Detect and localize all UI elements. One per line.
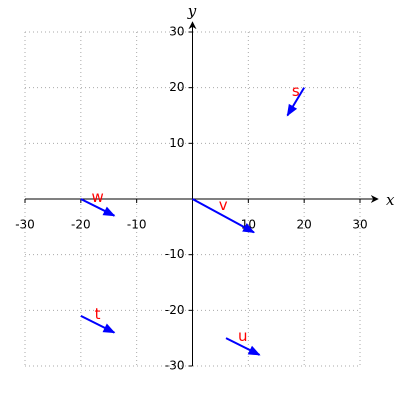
y-tick-label: 30: [169, 25, 184, 39]
vector-arrow: [192, 198, 255, 234]
vector-label: u: [238, 327, 248, 345]
y-tick-label: 10: [169, 136, 184, 150]
y-tick-label: -20: [165, 303, 185, 317]
vector-arrow: [80, 198, 116, 217]
x-tick-label: 20: [297, 218, 312, 232]
x-tick-label: -20: [71, 218, 91, 232]
vector-arrow: [225, 337, 261, 356]
y-tick-label: 20: [169, 80, 184, 94]
vector-arrow: [286, 87, 306, 117]
x-tick-label: 30: [352, 218, 367, 232]
y-tick-label: -30: [165, 359, 185, 373]
x-axis-label: x: [386, 191, 395, 209]
vector-label: t: [95, 305, 101, 323]
vector-label: v: [219, 196, 228, 214]
x-tick-label: -30: [15, 218, 35, 232]
x-tick-label: -10: [127, 218, 147, 232]
y-tick-label: -10: [165, 247, 185, 261]
vector-arrow: [80, 315, 116, 334]
vector-label: s: [292, 82, 300, 100]
y-axis-label: y: [187, 2, 197, 20]
vector-label: w: [91, 188, 103, 206]
